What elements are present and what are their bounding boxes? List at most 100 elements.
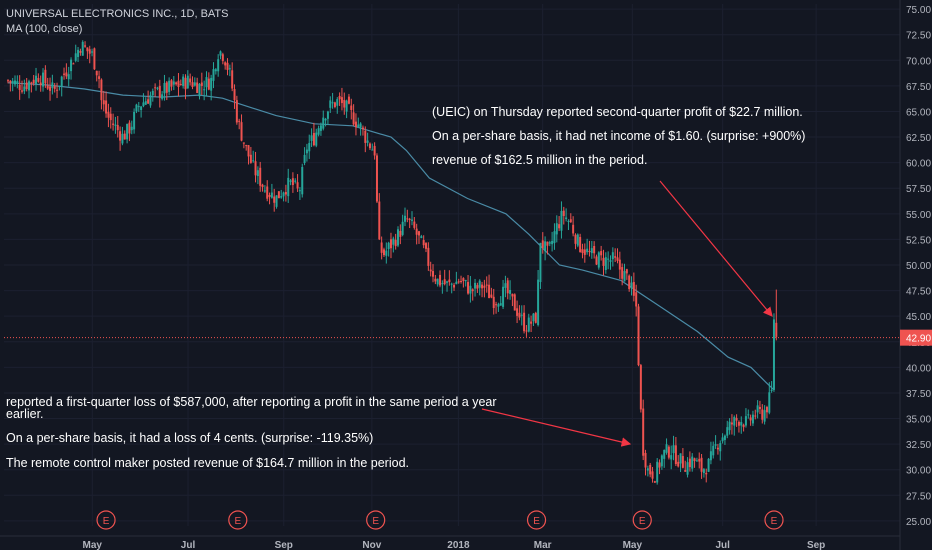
candle-body[interactable]: [168, 80, 171, 92]
candle-body[interactable]: [81, 41, 84, 56]
candle-body[interactable]: [242, 142, 245, 144]
candle-body[interactable]: [163, 83, 166, 94]
candle-body[interactable]: [158, 85, 161, 98]
candle-body[interactable]: [315, 132, 318, 146]
candle-body[interactable]: [67, 74, 70, 80]
candle-body[interactable]: [170, 80, 173, 87]
candle-body[interactable]: [396, 229, 399, 246]
candle-body[interactable]: [546, 241, 549, 246]
candle-body[interactable]: [35, 75, 38, 85]
candle-body[interactable]: [107, 111, 110, 118]
candle-body[interactable]: [296, 182, 299, 189]
candle-body[interactable]: [214, 69, 217, 72]
earnings-marker[interactable]: [366, 510, 386, 530]
candle-body[interactable]: [607, 258, 610, 260]
candle-body[interactable]: [130, 126, 133, 131]
candle-body[interactable]: [623, 271, 626, 282]
candle-body[interactable]: [88, 49, 91, 54]
candlesticks[interactable]: [7, 40, 778, 485]
candle-body[interactable]: [600, 251, 603, 256]
candle-body[interactable]: [308, 142, 311, 152]
candle-body[interactable]: [207, 78, 210, 90]
candle-body[interactable]: [537, 279, 540, 325]
candle-body[interactable]: [322, 117, 325, 129]
candle-body[interactable]: [70, 59, 73, 72]
candle-body[interactable]: [151, 90, 154, 96]
candle-body[interactable]: [735, 417, 738, 421]
candle-body[interactable]: [18, 84, 21, 90]
candle-body[interactable]: [439, 274, 442, 286]
candle-body[interactable]: [338, 96, 341, 100]
candle-body[interactable]: [434, 278, 437, 282]
candle-body[interactable]: [298, 190, 301, 192]
candle-body[interactable]: [429, 269, 432, 272]
candle-body[interactable]: [9, 80, 12, 83]
candle-body[interactable]: [635, 292, 638, 307]
candle-body[interactable]: [270, 192, 273, 198]
candle-body[interactable]: [740, 422, 743, 426]
candle-body[interactable]: [364, 130, 367, 143]
candle-body[interactable]: [609, 260, 612, 262]
candle-body[interactable]: [189, 78, 192, 83]
candle-body[interactable]: [128, 122, 131, 134]
candle-body[interactable]: [21, 90, 24, 92]
candle-body[interactable]: [284, 192, 287, 195]
candle-body[interactable]: [177, 80, 180, 88]
candle-body[interactable]: [574, 234, 577, 244]
candle-body[interactable]: [228, 68, 231, 70]
candle-body[interactable]: [252, 160, 255, 162]
candle-body[interactable]: [679, 453, 682, 464]
candle-body[interactable]: [714, 444, 717, 446]
candle-body[interactable]: [593, 245, 596, 254]
candle-body[interactable]: [399, 230, 402, 237]
candle-body[interactable]: [193, 82, 196, 86]
candle-body[interactable]: [32, 79, 35, 84]
candle-body[interactable]: [448, 279, 451, 283]
candle-body[interactable]: [345, 100, 348, 112]
candle-body[interactable]: [30, 82, 33, 84]
candle-body[interactable]: [310, 135, 313, 141]
candle-body[interactable]: [758, 406, 761, 409]
candle-body[interactable]: [551, 240, 554, 245]
candle-body[interactable]: [324, 118, 327, 121]
candle-body[interactable]: [375, 155, 378, 202]
candle-body[interactable]: [658, 462, 661, 468]
candle-body[interactable]: [105, 100, 108, 114]
candle-body[interactable]: [751, 414, 754, 424]
candle-body[interactable]: [649, 464, 652, 475]
candle-body[interactable]: [354, 121, 357, 128]
candle-body[interactable]: [695, 460, 698, 462]
candle-body[interactable]: [558, 224, 561, 229]
candle-body[interactable]: [172, 81, 175, 85]
candle-body[interactable]: [357, 124, 360, 127]
candle-body[interactable]: [709, 451, 712, 461]
candle-body[interactable]: [368, 143, 371, 149]
candle-body[interactable]: [667, 446, 670, 458]
candle-body[interactable]: [742, 424, 745, 428]
candle-body[interactable]: [488, 284, 491, 299]
candle-body[interactable]: [443, 279, 446, 285]
candle-body[interactable]: [343, 99, 346, 108]
candle-body[interactable]: [744, 416, 747, 426]
candle-body[interactable]: [179, 84, 182, 86]
candle-body[interactable]: [95, 70, 98, 76]
candle-body[interactable]: [497, 304, 500, 307]
earnings-marker[interactable]: [632, 510, 652, 530]
candle-body[interactable]: [588, 250, 591, 252]
candle-body[interactable]: [614, 256, 617, 258]
candle-body[interactable]: [156, 87, 159, 89]
candle-body[interactable]: [126, 123, 129, 140]
candle-body[interactable]: [268, 195, 271, 197]
candle-body[interactable]: [670, 455, 673, 460]
candle-body[interactable]: [7, 80, 9, 82]
candle-body[interactable]: [245, 145, 248, 147]
candle-body[interactable]: [366, 140, 369, 143]
candle-body[interactable]: [84, 45, 87, 47]
candle-body[interactable]: [518, 312, 521, 318]
candle-body[interactable]: [656, 461, 659, 483]
candle-body[interactable]: [53, 86, 56, 89]
candle-body[interactable]: [389, 239, 392, 249]
time-axis[interactable]: May Jul Sep Nov 2018 Mar May Jul Sep: [0, 535, 900, 550]
candle-body[interactable]: [730, 422, 733, 425]
